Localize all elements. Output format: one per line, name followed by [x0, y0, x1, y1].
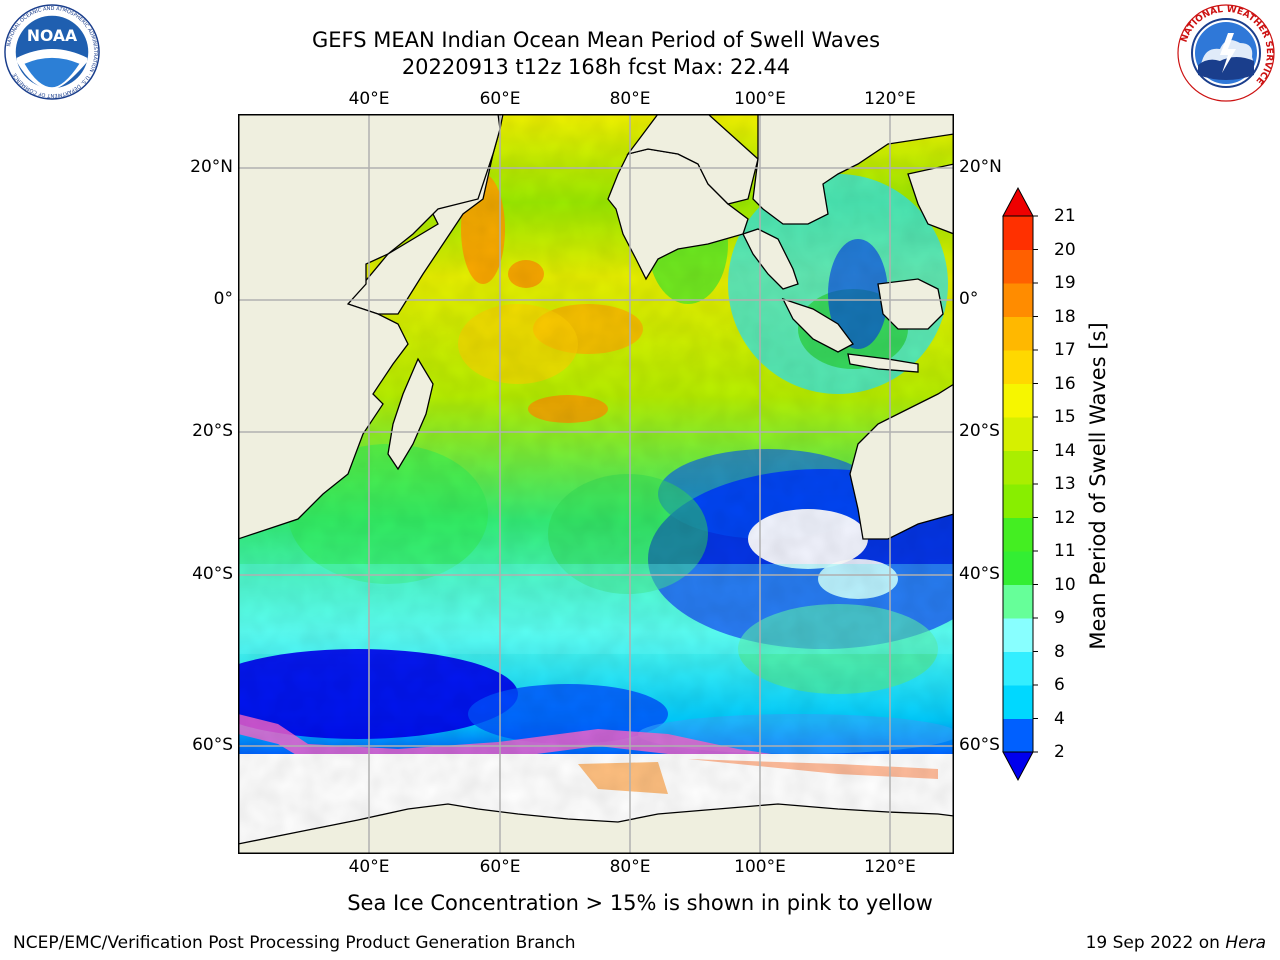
colorbar-bin: [1003, 216, 1033, 250]
colorbar-tick-label: 8: [1054, 641, 1065, 662]
lon-label-bottom-60e: 60°E: [479, 857, 521, 877]
footer-date-text: 19 Sep 2022 on: [1085, 933, 1226, 953]
lat-label-right-0: 0°: [959, 289, 979, 309]
colorbar: [1002, 186, 1038, 782]
colorbar-tick-label: 19: [1054, 273, 1076, 293]
colorbar-bin: [1003, 450, 1033, 485]
colorbar-tick-label: 12: [1054, 507, 1076, 528]
map-subtitle: 20220913 t12z 168h fcst Max: 22.44: [401, 55, 791, 79]
footer-producer: NCEP/EMC/Verification Post Processing Pr…: [13, 933, 576, 953]
lat-label-left-60s: 60°S: [192, 735, 233, 755]
lon-label-top-80e: 80°E: [609, 89, 651, 109]
colorbar-bin: [1003, 685, 1033, 719]
colorbar-tick-label: 6: [1054, 675, 1065, 695]
colorbar-tick-label: 16: [1054, 373, 1076, 394]
lat-label-left-40s: 40°S: [192, 564, 233, 584]
lat-label-left-20s: 20°S: [192, 421, 233, 441]
lon-label-top-40e: 40°E: [348, 89, 390, 109]
footer-machine: Hera: [1225, 933, 1266, 953]
noaa-logo: NOAA NATIONAL OCEANIC AND ATMOSPHERIC AD…: [4, 4, 100, 100]
lon-label-bottom-80e: 80°E: [609, 857, 651, 877]
colorbar-tick-label: 20: [1054, 239, 1076, 260]
colorbar-bin: [1003, 551, 1033, 585]
colorbar-bin: [1003, 584, 1033, 619]
colorbar-under-triangle: [1002, 751, 1034, 782]
colorbar-tick-label: 14: [1054, 440, 1076, 461]
colorbar-bin: [1003, 417, 1033, 451]
colorbar-tick-label: 15: [1054, 407, 1076, 427]
map-border: [238, 114, 954, 854]
lon-label-bottom-40e: 40°E: [348, 857, 390, 877]
colorbar-bin: [1003, 618, 1033, 652]
graticule: [238, 114, 954, 854]
colorbar-bin: [1003, 651, 1033, 686]
colorbar-tick-label: 21: [1054, 206, 1076, 226]
lat-label-left-0: 0°: [213, 289, 233, 309]
footer-date: 19 Sep 2022 on Hera: [1086, 933, 1266, 953]
lon-label-top-100e: 100°E: [734, 89, 786, 109]
colorbar-bin: [1003, 383, 1033, 418]
colorbar-tick-label: 2: [1054, 742, 1065, 762]
colorbar-tick-label: 17: [1054, 340, 1076, 360]
lat-label-right-60s: 60°S: [959, 735, 1000, 755]
lat-label-right-40s: 40°S: [959, 564, 1000, 584]
colorbar-tick-label: 11: [1054, 541, 1076, 561]
colorbar-tick-label: 10: [1054, 574, 1076, 595]
colorbar-bin: [1003, 484, 1033, 518]
colorbar-title: Mean Period of Swell Waves [s]: [1086, 322, 1110, 650]
sea-ice-note-text: Sea Ice Concentration > 15% is shown in …: [347, 891, 933, 915]
colorbar-over-triangle: [1002, 186, 1034, 217]
colorbar-bin: [1003, 517, 1033, 552]
lat-label-right-20s: 20°S: [959, 421, 1000, 441]
colorbar-tick-label: 18: [1054, 306, 1076, 327]
sea-ice-note: Sea Ice Concentration > 15% is shown in …: [0, 891, 1280, 915]
nws-logo: NATIONAL WEATHER SERVICE: [1177, 4, 1275, 102]
colorbar-tick-label: 4: [1054, 708, 1065, 729]
lon-label-top-120e: 120°E: [864, 89, 916, 109]
colorbar-bin: [1003, 283, 1033, 317]
lat-label-left-20n: 20°N: [190, 157, 233, 177]
colorbar-tick-label: 9: [1054, 608, 1065, 628]
colorbar-bin: [1003, 316, 1033, 351]
lon-label-bottom-120e: 120°E: [864, 857, 916, 877]
swell-period-map: [238, 114, 954, 854]
colorbar-bin: [1003, 718, 1033, 753]
lon-label-top-60e: 60°E: [479, 89, 521, 109]
noaa-logo-text: NOAA: [27, 26, 78, 45]
colorbar-tick-label: 13: [1054, 474, 1076, 494]
colorbar-bin: [1003, 350, 1033, 384]
colorbar-bin: [1003, 249, 1033, 284]
lon-label-bottom-100e: 100°E: [734, 857, 786, 877]
lat-label-right-20n: 20°N: [959, 157, 1002, 177]
map-title: GEFS MEAN Indian Ocean Mean Period of Sw…: [311, 28, 881, 52]
